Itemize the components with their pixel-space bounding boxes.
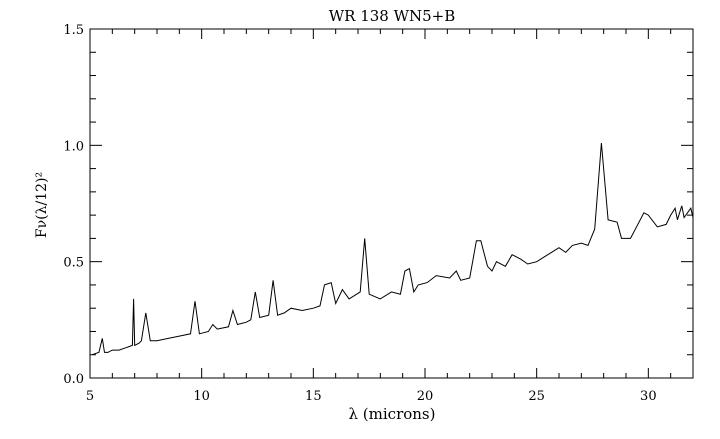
y-tick-label: 1.5 — [63, 23, 84, 38]
x-tick-label: 10 — [193, 389, 210, 404]
series-line — [92, 142, 694, 356]
x-tick-labels: 5 10 15 20 25 30 — [86, 389, 657, 404]
y-tick-label: 0.0 — [63, 372, 84, 387]
y-tick-label: 0.5 — [63, 256, 84, 271]
x-tick-label: 30 — [640, 389, 657, 404]
y-tick-label: 1.0 — [63, 139, 84, 154]
plot-frame — [89, 28, 694, 379]
x-tick-label: 20 — [417, 389, 434, 404]
x-tick-label: 25 — [528, 389, 545, 404]
chart-title: WR 138 WN5+B — [329, 7, 456, 25]
axis-ticks — [89, 28, 694, 379]
x-tick-label: 15 — [305, 389, 322, 404]
x-axis-label: λ (microns) — [349, 405, 436, 423]
x-tick-label: 5 — [86, 389, 94, 404]
y-axis-label: Fν(λ/12)² — [34, 172, 50, 238]
y-tick-labels: 0.0 0.5 1.0 1.5 — [63, 23, 84, 387]
